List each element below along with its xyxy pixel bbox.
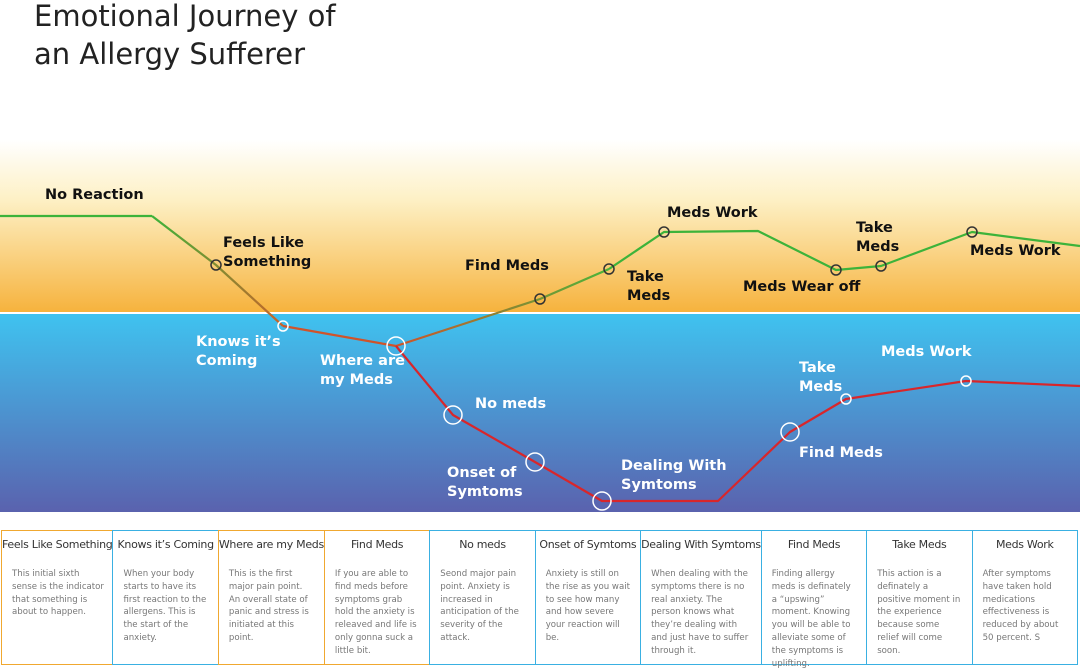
- label-line: Meds: [799, 379, 842, 395]
- column-text: This is the first major pain point. An o…: [228, 569, 309, 643]
- journey-line: [395, 267, 610, 348]
- journey-point: [840, 393, 852, 405]
- column-text: Seond major pain point. Anxiety is incre…: [440, 569, 519, 643]
- point-label: Meds Work: [881, 344, 972, 360]
- negative-band: [0, 313, 1080, 512]
- column-header: Feels Like Something: [2, 538, 113, 551]
- label-line: Dealing With: [621, 458, 727, 474]
- point-label: Find Meds: [465, 258, 549, 274]
- journey-point: [534, 293, 546, 305]
- column-header: Onset of Symtoms: [539, 538, 637, 551]
- label-line: Onset of: [447, 465, 517, 481]
- point-label: Dealing With Symtoms: [621, 458, 727, 493]
- table-column: Onset of Symtoms Anxiety is still on the …: [534, 530, 642, 665]
- column-text: This action is a definately a positive m…: [877, 569, 961, 656]
- label-line: Coming: [196, 353, 257, 369]
- label-line: Meds: [856, 239, 899, 255]
- label-line: No meds: [475, 396, 546, 412]
- table-column: Where are my Meds This is the first major…: [217, 530, 325, 665]
- column-header: No meds: [459, 538, 506, 551]
- journey-point: [210, 259, 222, 271]
- point-label: Onset of Symtoms: [447, 465, 523, 500]
- journey-point: [875, 260, 887, 272]
- label-line: my Meds: [320, 372, 393, 388]
- label-line: Meds Wear off: [743, 279, 861, 295]
- column-text: Anxiety is still on the rise as you wait…: [545, 569, 630, 643]
- column-text: When your body starts to have its first …: [123, 569, 207, 643]
- point-label: Take Meds: [627, 269, 670, 304]
- point-label: No Reaction: [45, 187, 144, 203]
- column-text: When dealing with the symptoms there is …: [651, 569, 749, 656]
- label-line: Take: [856, 220, 893, 236]
- table-column: Find Meds If you are able to find meds be…: [323, 530, 431, 665]
- title: Emotional Journey of an Allergy Sufferer: [34, 0, 336, 71]
- label-line: Where are: [320, 353, 405, 369]
- label-line: Symtoms: [621, 477, 697, 493]
- journey-table: Feels Like Something This initial sixth s…: [1, 530, 1078, 669]
- label-line: Feels Like: [223, 235, 304, 251]
- label-line: Meds Work: [667, 205, 758, 221]
- label-line: Knows it’s: [196, 334, 281, 350]
- point-label: Knows it’s Coming: [196, 334, 281, 369]
- label-line: Take: [627, 269, 664, 285]
- table-column: Feels Like Something This initial sixth s…: [1, 530, 114, 665]
- point-label: Take Meds: [856, 220, 899, 255]
- column-header: Meds Work: [995, 538, 1054, 551]
- table-column: Dealing With Symtoms When dealing with th…: [640, 530, 762, 665]
- point-label: Take Meds: [799, 360, 842, 395]
- column-header: Knows it’s Coming: [117, 538, 215, 551]
- column-header: Where are my Meds: [218, 538, 324, 551]
- table-column: Knows it’s Coming When your body starts t…: [112, 530, 219, 665]
- journey-point: [658, 226, 670, 238]
- label-line: Meds: [627, 288, 670, 304]
- table-column: No meds Seond major pain point. Anxiety i…: [429, 530, 536, 665]
- journey-point: [525, 452, 545, 472]
- table-column: Meds Work After symptoms have taken hold …: [971, 530, 1078, 665]
- label-line: Meds Work: [881, 344, 972, 360]
- point-label: Find Meds: [799, 445, 883, 461]
- journey-point: [603, 263, 615, 275]
- column-header: Find Meds: [787, 538, 841, 551]
- journey-line-alt: [395, 345, 1080, 503]
- label-line: Meds Work: [970, 243, 1061, 259]
- column-text: After symptoms have taken hold medicatio…: [982, 569, 1059, 643]
- journey-point: [966, 226, 978, 238]
- point-label: Feels Like Something: [223, 235, 311, 270]
- column-text: Finding allergy meds is definately a “up…: [771, 569, 851, 669]
- journey-point: [592, 491, 612, 511]
- label-line: No Reaction: [45, 187, 144, 203]
- title-line: an Allergy Sufferer: [34, 37, 305, 71]
- journey-point: [386, 336, 406, 356]
- journey-line: [151, 215, 284, 327]
- label-line: Symtoms: [447, 484, 523, 500]
- journey-line: [282, 324, 397, 348]
- label-line: Find Meds: [799, 445, 883, 461]
- journey-point: [780, 422, 800, 442]
- point-label: No meds: [475, 396, 546, 412]
- journey-point: [960, 375, 972, 387]
- label-line: Take: [799, 360, 836, 376]
- column-text: If you are able to find meds before symp…: [334, 569, 417, 656]
- column-header: Find Meds: [350, 538, 404, 551]
- positive-band: [0, 140, 1080, 313]
- column-text: This initial sixth sense is the indicato…: [12, 569, 104, 618]
- point-label: Meds Work: [970, 243, 1061, 259]
- journey-point: [277, 320, 289, 332]
- table-column: Take Meds This action is a definately a p…: [866, 530, 973, 665]
- point-label: Meds Work: [667, 205, 758, 221]
- title-line: Emotional Journey of: [34, 0, 336, 33]
- column-header: Dealing With Symtoms: [641, 538, 761, 551]
- journey-line: [608, 229, 1080, 272]
- journey-point: [443, 405, 463, 425]
- journey-map: Emotional Journey of an Allergy Sufferer …: [0, 0, 1080, 512]
- label-line: Something: [223, 254, 311, 270]
- table-column: Find Meds Finding allergy meds is definat…: [760, 530, 868, 669]
- point-label: Where are my Meds: [320, 353, 405, 388]
- column-header: Take Meds: [892, 538, 947, 551]
- label-line: Find Meds: [465, 258, 549, 274]
- point-label: Meds Wear off: [743, 279, 861, 295]
- journey-point: [830, 264, 842, 276]
